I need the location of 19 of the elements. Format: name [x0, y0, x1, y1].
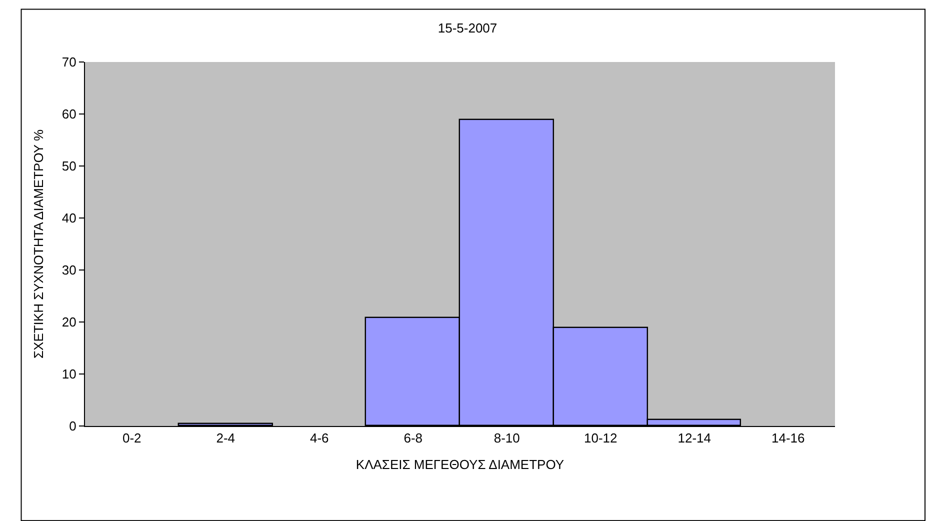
- x-tick-label: 12-14: [678, 430, 712, 446]
- x-tick-label: 4-6: [310, 430, 329, 446]
- y-tick-label: 10: [62, 366, 76, 382]
- y-axis-title: ΣΧΕΤΙΚΗ ΣΥΧΝΟΤΗΤΑ ΔΙΑΜΕΤΡΟΥ %: [30, 129, 46, 359]
- y-tick-label: 0: [69, 418, 76, 434]
- x-tick-label: 0-2: [122, 430, 142, 446]
- y-tick-label: 30: [62, 262, 76, 278]
- x-tick-label: 6-8: [404, 430, 423, 446]
- y-tick-label: 40: [62, 210, 76, 226]
- chart-title: 15-5-2007: [438, 20, 498, 36]
- x-tick-label: 2-4: [216, 430, 236, 446]
- y-tick-label: 60: [62, 106, 76, 122]
- y-tick-label: 70: [62, 54, 76, 70]
- y-tick-label: 20: [62, 314, 76, 330]
- x-tick-label: 8-10: [494, 430, 520, 446]
- x-axis-title: ΚΛΑΣΕΙΣ ΜΕΓΕΘΟΥΣ ΔΙΑΜΕΤΡΟΥ: [356, 457, 564, 472]
- x-tick-label: 14-16: [772, 430, 805, 446]
- y-tick-label: 50: [62, 158, 76, 174]
- x-tick-label: 10-12: [584, 430, 618, 446]
